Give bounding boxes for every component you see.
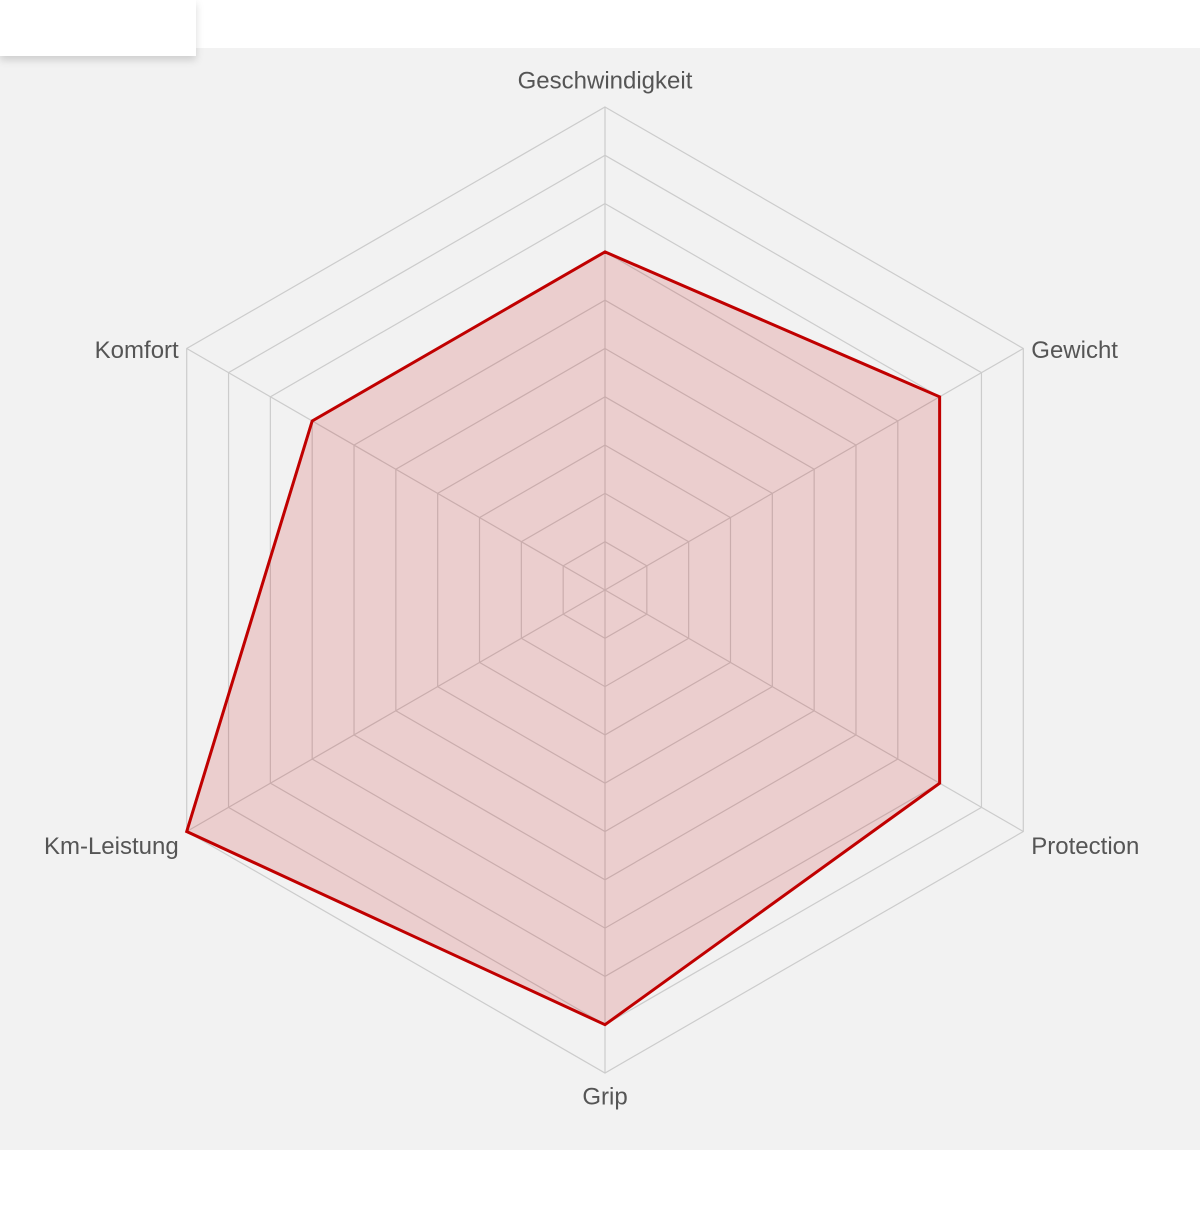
grid-spoke (186, 589, 606, 833)
grid-spoke (604, 589, 1024, 833)
axis-label: Protection (1031, 833, 1139, 860)
grid-spoke (604, 347, 1024, 591)
axis-label: Km-Leistung (44, 833, 179, 860)
series-area (184, 250, 942, 1027)
top-tab (0, 0, 196, 56)
axis-label: Gewicht (1031, 337, 1118, 364)
axis-label: Komfort (95, 337, 179, 364)
axis-label: Grip (582, 1083, 627, 1110)
chart-background (0, 48, 1200, 1150)
axis-label: Geschwindigkeit (518, 67, 693, 94)
grid-spoke (186, 347, 606, 591)
